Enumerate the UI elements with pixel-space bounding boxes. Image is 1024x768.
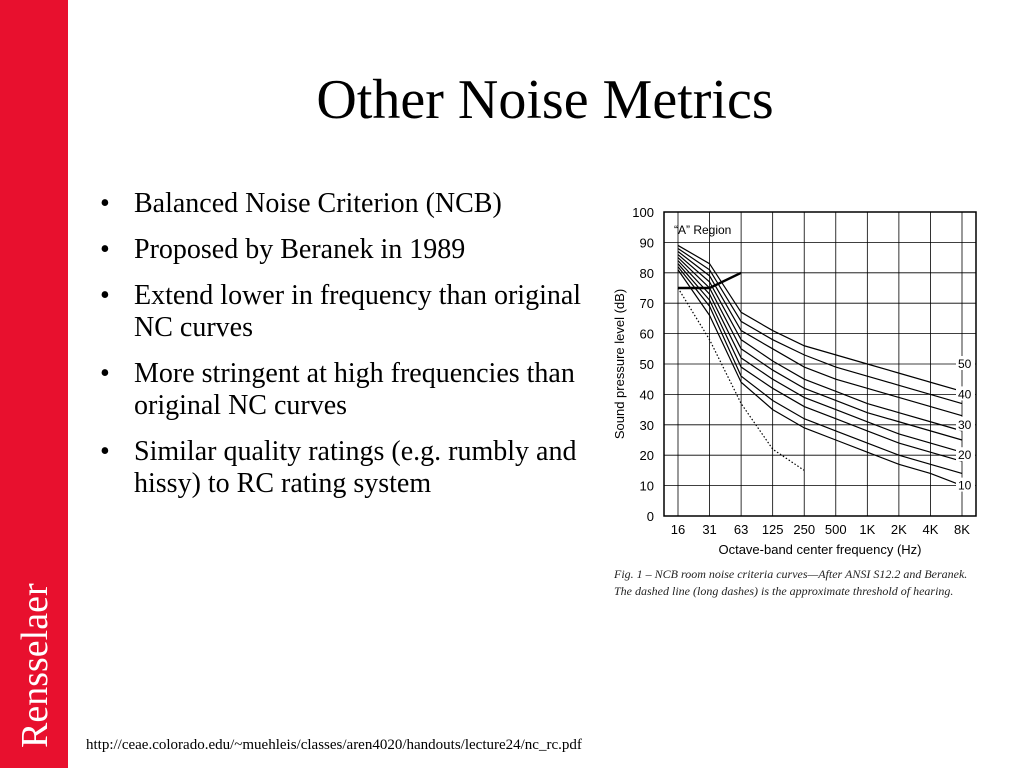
a-region-boundary-line xyxy=(678,271,742,290)
y-tick-label: 70 xyxy=(640,296,654,311)
x-tick-label: 500 xyxy=(825,522,847,537)
y-axis-title: Sound pressure level (dB) xyxy=(612,289,627,439)
x-axis-title: Octave-band center frequency (Hz) xyxy=(718,542,921,557)
x-tick-label: 1K xyxy=(859,522,875,537)
y-tick-label: 90 xyxy=(640,235,654,250)
x-tick-label: 250 xyxy=(793,522,815,537)
bullet-list: Balanced Noise Criterion (NCB) Proposed … xyxy=(96,188,591,514)
curve-label-bg xyxy=(956,386,975,401)
curve-label-bg xyxy=(956,356,975,370)
y-tick-label: 0 xyxy=(647,509,654,524)
y-tick-label: 80 xyxy=(640,266,654,281)
curve-label: 40 xyxy=(958,387,972,401)
ncb-curve xyxy=(677,263,963,462)
source-url: http://ceae.colorado.edu/~muehleis/class… xyxy=(86,737,582,753)
y-tick-label: 20 xyxy=(640,448,654,463)
bullet-item: Extend lower in frequency than original … xyxy=(96,280,591,344)
curve-label: 50 xyxy=(958,357,972,371)
y-tick-label: 100 xyxy=(632,205,654,220)
y-tick-label: 40 xyxy=(640,387,654,402)
curve-label-bg xyxy=(956,416,975,431)
y-tick-label: 50 xyxy=(640,357,654,372)
brand-label: Rensselaer xyxy=(14,583,56,748)
hearing-threshold-line xyxy=(677,287,805,471)
bullet-item: More stringent at high frequencies than … xyxy=(96,358,591,422)
x-tick-label: 8K xyxy=(954,522,970,537)
region-label: “A” Region xyxy=(674,223,731,237)
bullet-item: Balanced Noise Criterion (NCB) xyxy=(96,188,591,220)
x-tick-label: 16 xyxy=(671,522,685,537)
ncb-curve xyxy=(677,254,963,432)
curve-label: 20 xyxy=(958,448,972,462)
curve-label-bg xyxy=(956,447,975,462)
figure-caption: Fig. 1 – NCB room noise criteria curves—… xyxy=(614,567,968,598)
ncb-curve xyxy=(677,266,963,475)
ncb-curve xyxy=(677,260,963,453)
slide-title: Other Noise Metrics xyxy=(316,69,774,131)
ncb-curve xyxy=(677,244,963,392)
curve-label-bg xyxy=(956,477,975,492)
curve-label: 10 xyxy=(958,479,972,493)
y-tick-label: 30 xyxy=(640,418,654,433)
ncb-curve xyxy=(677,251,963,417)
x-tick-label: 63 xyxy=(734,522,748,537)
ncb-curve xyxy=(677,257,963,441)
x-tick-label: 2K xyxy=(891,522,907,537)
ncb-curve xyxy=(677,269,963,487)
curve-label: 30 xyxy=(958,418,972,432)
y-tick-label: 60 xyxy=(640,327,654,342)
sidebar-band: Rensselaer xyxy=(0,0,68,768)
ncb-curve xyxy=(677,247,963,405)
ncb-chart: 0 10 20 30 40 50 60 70 80 90 100 16 31 63 125 250 500 1K 2… xyxy=(612,205,977,557)
y-tick-label: 10 xyxy=(640,479,654,494)
bullet-item: Similar quality ratings (e.g. rumbly and… xyxy=(96,436,591,500)
x-tick-label: 31 xyxy=(702,522,716,537)
bullet-item: Proposed by Beranek in 1989 xyxy=(96,234,591,266)
x-tick-label: 4K xyxy=(922,522,938,537)
x-tick-label: 125 xyxy=(762,522,784,537)
